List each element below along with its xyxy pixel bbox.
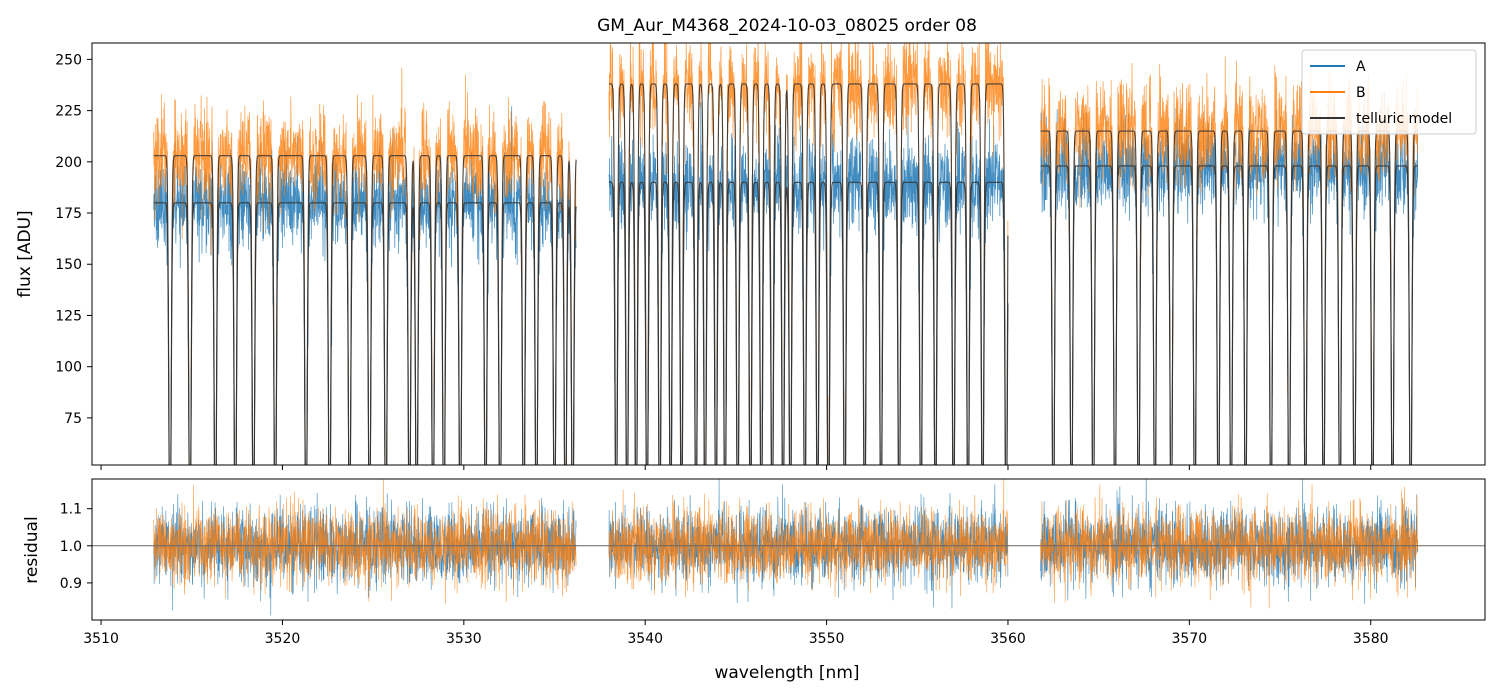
legend-label-a: A bbox=[1356, 59, 1366, 75]
residual-panel: 0.91.01.1 3510 3520 3530 3540 3550 3560 3570 35… bbox=[22, 478, 1486, 683]
flux-panel: 75 100 125 150 175 200 225 250 flux [ADU] A B t… bbox=[15, 42, 1486, 470]
residual-y-tick-label: 1.0 bbox=[60, 539, 82, 555]
telluric-model-line-a bbox=[608, 181, 1009, 465]
residual-axes-frame bbox=[91, 478, 1486, 621]
flux-x-ticks bbox=[100, 465, 1372, 470]
flux-y-tick-label: 200 bbox=[55, 155, 82, 171]
x-tick-label: 3570 bbox=[1172, 631, 1208, 647]
residual-y-ticks: 0.9 1.0 1.1 bbox=[60, 502, 92, 592]
flux-y-tick-label: 250 bbox=[55, 52, 82, 68]
flux-series-layer bbox=[153, 43, 1419, 465]
flux-y-axis-label: flux [ADU] bbox=[15, 210, 35, 297]
series-b-flux-line bbox=[153, 67, 577, 465]
x-tick-label: 3510 bbox=[83, 631, 119, 647]
legend-box bbox=[1301, 49, 1477, 135]
telluric-model-line-b bbox=[153, 155, 577, 465]
flux-y-tick-label: 175 bbox=[55, 206, 82, 222]
x-tick-label: 3550 bbox=[809, 631, 845, 647]
x-tick-label: 3560 bbox=[990, 631, 1026, 647]
flux-y-tick-label: 100 bbox=[55, 360, 82, 376]
residual-x-ticks: 3510 3520 3530 3540 3550 3560 3570 3580 bbox=[83, 620, 1389, 647]
x-tick-label: 3540 bbox=[627, 631, 663, 647]
x-tick-label: 3520 bbox=[265, 631, 301, 647]
flux-axes-frame bbox=[91, 42, 1486, 466]
flux-y-ticks: 75 100 125 150 175 200 225 250 bbox=[55, 52, 92, 427]
series-b-residual-line bbox=[608, 479, 1009, 598]
x-tick-label: 3530 bbox=[446, 631, 482, 647]
legend-label-b: B bbox=[1356, 85, 1366, 101]
legend-label-telluric: telluric model bbox=[1356, 111, 1452, 127]
chart-title: GM_Aur_M4368_2024-10-03_08025 order 08 bbox=[597, 16, 977, 36]
flux-y-tick-label: 125 bbox=[55, 308, 82, 324]
residual-y-tick-label: 1.1 bbox=[60, 502, 82, 518]
flux-y-tick-label: 225 bbox=[55, 104, 82, 120]
x-tick-label: 3580 bbox=[1353, 631, 1389, 647]
x-axis-label: wavelength [nm] bbox=[714, 663, 859, 683]
flux-y-tick-label: 150 bbox=[55, 257, 82, 273]
residual-series-layer bbox=[92, 479, 1485, 616]
telluric-model-line-b bbox=[608, 83, 1009, 465]
telluric-model-line-b bbox=[1040, 130, 1418, 465]
series-b-residual-line bbox=[153, 479, 577, 604]
residual-y-axis-label: residual bbox=[22, 516, 42, 583]
residual-y-tick-label: 0.9 bbox=[60, 576, 82, 592]
legend: A B telluric model bbox=[1301, 49, 1477, 135]
flux-y-tick-label: 75 bbox=[64, 411, 82, 427]
telluric-model-line-a bbox=[153, 202, 577, 465]
